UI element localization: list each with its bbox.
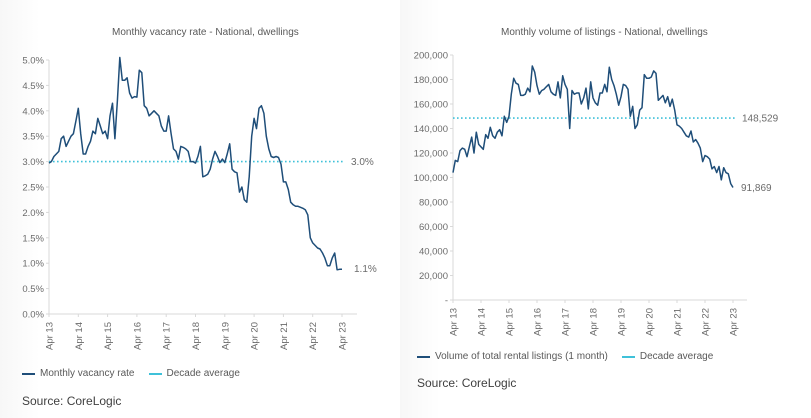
decade-average-label: 148,529 [742,114,779,125]
y-tick-label: 3.0% [22,157,44,168]
y-tick-label: 1.0% [22,259,44,270]
vacancy-rate-chart: 0.0% 0.5% 1.0% 1.5% 2.0% 2.5% 3.0% 3.5% 4.0% 4.5%… [22,56,377,351]
source-note: Source: CoreLogic [417,376,517,390]
y-tick-label: 180,000 [414,75,448,86]
legend-item-average: Decade average [148,368,240,379]
legend-swatch-series [417,355,430,358]
x-tick-label: Apr 20 [645,308,656,336]
series-line [452,65,734,188]
x-tick-label: Apr 13 [449,308,460,336]
y-tick-label: 0.5% [22,284,44,295]
y-tick-label: 60,000 [419,222,448,233]
listings-volume-chart-panel: Monthly volume of listings - National, d… [400,0,811,418]
listings-volume-chart: - 20,000 40,000 60,000 80,000 100,000 120,000 1… [414,51,779,337]
x-tick-label: Apr 19 [220,322,231,350]
legend-label: Monthly vacancy rate [40,368,135,379]
source-note: Source: CoreLogic [22,394,122,408]
legend-item-series: Monthly vacancy rate [22,368,135,379]
x-tick-label: Apr 14 [74,322,85,350]
y-tick-label: 1.5% [22,233,44,244]
x-tick-label: Apr 16 [533,308,544,336]
y-tick-label: 80,000 [419,198,448,209]
legend-label: Decade average [166,368,240,379]
legend-label: Decade average [639,351,714,362]
last-value-label: 91,869 [741,183,772,194]
legend-label: Volume of total rental listings (1 month… [435,351,608,362]
y-tick-label: 200,000 [414,51,448,62]
y-tick-label: 0.0% [22,310,44,321]
x-tick-label: Apr 15 [103,322,114,350]
legend-swatch-series [22,372,35,375]
y-tick-label: 4.5% [22,81,44,92]
y-tick-label: 120,000 [414,149,448,160]
vacancy-rate-chart-panel: Monthly vacancy rate - National, dwellin… [0,0,400,418]
x-tick-label: Apr 16 [132,322,143,350]
y-tick-label: 160,000 [414,100,448,111]
y-tick-label: 40,000 [419,247,448,258]
chart-title: Monthly volume of listings - National, d… [501,27,708,38]
x-tick-label: Apr 17 [561,308,572,336]
y-tick-label: 140,000 [414,124,448,135]
legend-swatch-average [621,355,635,358]
x-tick-label: Apr 15 [505,308,516,336]
chart-title: Monthly vacancy rate - National, dwellin… [112,27,299,38]
x-tick-label: Apr 13 [45,322,56,350]
series-line [48,56,342,271]
legend-item-series: Volume of total rental listings (1 month… [417,351,608,362]
chart-legend: Volume of total rental listings (1 month… [417,351,727,362]
legend-swatch-average [148,372,162,375]
x-tick-label: Apr 21 [673,308,684,336]
y-tick-label: 2.0% [22,208,44,219]
last-value-label: 1.1% [354,264,377,275]
x-tick-label: Apr 23 [338,322,349,350]
y-tick-label: 2.5% [22,183,44,194]
y-tick-label: 5.0% [22,56,44,67]
x-tick-label: Apr 18 [589,308,600,336]
y-tick-label: 3.5% [22,132,44,143]
x-tick-label: Apr 23 [729,308,740,336]
y-tick-label: 20,000 [419,271,448,282]
x-tick-label: Apr 19 [617,308,628,336]
x-tick-label: Apr 22 [308,322,319,350]
x-tick-label: Apr 20 [250,322,261,350]
y-tick-label: 4.0% [22,106,44,117]
legend-item-average: Decade average [621,351,714,362]
x-tick-label: Apr 17 [162,322,173,350]
x-tick-label: Apr 22 [701,308,712,336]
x-tick-label: Apr 14 [477,308,488,336]
decade-average-label: 3.0% [351,157,374,168]
y-tick-label: 100,000 [414,173,448,184]
x-tick-label: Apr 21 [279,322,290,350]
x-tick-label: Apr 18 [191,322,202,350]
chart-legend: Monthly vacancy rate Decade average [22,368,254,379]
y-tick-label: - [445,296,448,307]
